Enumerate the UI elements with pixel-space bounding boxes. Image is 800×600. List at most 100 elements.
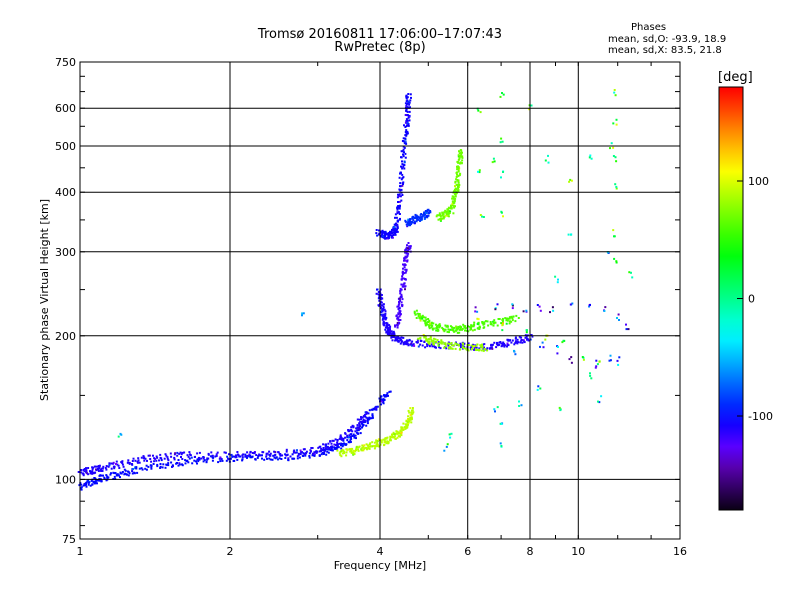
point-o-mode-upper — [92, 472, 94, 474]
colorbar-tick-label: -100 — [748, 410, 773, 423]
point-x-mode-f1 — [432, 327, 435, 330]
point-x-mode-f1 — [435, 323, 437, 326]
point-x-mode-e-trace — [352, 453, 355, 456]
point-o-mode-f2 — [403, 167, 406, 170]
point-vertical-streaks — [493, 160, 496, 163]
point-o-mode-upper — [310, 450, 312, 453]
point-o-mode-f2 — [404, 126, 407, 128]
point-o-mode-f1-cusp — [496, 344, 499, 347]
point-o-mode-lower — [145, 468, 148, 471]
point-isolated — [630, 271, 632, 274]
point-x-mode-f1 — [494, 321, 496, 324]
point-x-mode-f2 — [457, 174, 460, 177]
point-o-mode-lower — [94, 481, 97, 484]
point-x-mode-e-trace — [385, 437, 388, 440]
point-vertical-streaks — [609, 147, 611, 150]
point-x-mode-f1 — [496, 324, 499, 327]
point-x-mode-f1 — [481, 322, 484, 325]
point-o-mode-lower — [268, 457, 271, 460]
point-o-mode-upper — [196, 452, 199, 455]
point-x-mode-f1 — [506, 317, 509, 320]
point-o-mode-lower — [162, 463, 165, 466]
point-o-mode-upper — [277, 451, 280, 454]
point-o-mode-upper — [128, 462, 131, 465]
point-o-mode-upper — [206, 457, 209, 460]
point-o-mode-upper — [159, 453, 162, 456]
point-o-mode-lower — [287, 457, 290, 460]
axis-ticks — [79, 62, 680, 539]
point-o-mode-upper — [362, 415, 365, 418]
point-o-mode-upper — [347, 429, 350, 431]
point-x-mode-f1 — [437, 324, 440, 327]
point-x-mode-f1-lower — [432, 340, 435, 342]
point-o-mode-lower — [388, 390, 391, 393]
point-o-mode-f2-inner — [423, 212, 426, 215]
point-x-mode-e-trace — [402, 422, 405, 425]
point-o-mode-upper — [87, 473, 90, 476]
point-x-mode-e-trace — [352, 452, 355, 454]
point-o-mode-upper — [85, 471, 88, 474]
point-o-mode-lower — [99, 474, 102, 477]
point-x-mode-f2 — [454, 195, 457, 198]
point-o-mode-upper — [358, 425, 361, 427]
point-o-mode-f1-cusp — [388, 324, 391, 327]
point-o-mode-upper — [82, 474, 85, 477]
point-o-mode-lower — [93, 480, 95, 483]
point-o-mode-f1-cusp — [504, 344, 506, 347]
point-oblique-returns — [536, 304, 539, 306]
point-o-mode-upper — [155, 455, 158, 458]
point-o-mode-f2 — [394, 216, 396, 219]
point-o-mode-f1-nose — [407, 249, 410, 252]
point-o-mode-lower — [131, 472, 134, 475]
point-o-mode-f1-cusp — [378, 296, 381, 299]
point-o-mode-f1-cusp — [507, 344, 510, 347]
point-o-mode-f1-cusp — [413, 344, 416, 347]
point-o-mode-f2 — [404, 137, 407, 140]
point-x-mode-f1 — [456, 331, 459, 334]
y-tick-label: 400 — [55, 186, 76, 199]
point-o-mode-upper — [94, 471, 97, 474]
point-o-mode-upper — [365, 412, 368, 415]
point-isolated — [537, 385, 540, 388]
point-o-mode-f2 — [401, 173, 404, 176]
point-o-mode-upper — [120, 461, 123, 464]
point-oblique-returns — [539, 345, 541, 348]
point-x-mode-f1-lower — [448, 343, 451, 345]
point-x-mode-e-trace — [363, 447, 366, 450]
colorbar-label: [deg] — [718, 70, 753, 85]
point-o-mode-f2 — [407, 100, 410, 103]
point-o-mode-f2 — [403, 146, 406, 149]
point-x-mode-f1 — [482, 323, 485, 326]
point-o-mode-upper — [238, 455, 241, 458]
point-o-mode-upper — [236, 453, 239, 456]
point-o-mode-lower — [256, 456, 259, 459]
point-o-mode-f2-inner — [422, 214, 425, 217]
point-x-mode-f1 — [472, 325, 475, 328]
point-isolated — [631, 276, 634, 279]
point-o-mode-lower — [176, 462, 178, 464]
point-x-mode-f2 — [460, 153, 463, 156]
point-x-mode-f1 — [452, 329, 455, 332]
point-o-mode-upper — [231, 455, 234, 458]
point-o-mode-lower — [349, 441, 352, 443]
point-x-mode-e-trace — [391, 435, 394, 438]
point-o-mode-lower — [371, 415, 374, 418]
x-tick-label: 10 — [571, 545, 585, 558]
point-o-mode-f1-nose — [406, 244, 408, 247]
point-o-mode-upper — [178, 452, 181, 455]
point-o-mode-f1-cusp — [392, 330, 395, 333]
point-o-mode-upper — [253, 452, 256, 455]
point-vertical-streaks — [547, 154, 549, 157]
point-x-mode-f1 — [425, 318, 428, 321]
point-x-mode-f2 — [447, 208, 450, 211]
point-o-mode-lower — [266, 452, 269, 455]
point-x-mode-f2 — [449, 210, 452, 213]
point-x-mode-e-trace — [410, 421, 413, 424]
point-o-mode-f2 — [400, 199, 403, 202]
point-o-mode-upper — [158, 459, 160, 462]
chart-subtitle: RwPretec (8p) — [334, 40, 426, 55]
point-x-mode-f2 — [459, 154, 462, 157]
point-x-mode-f1-lower — [443, 346, 446, 349]
point-o-mode-f2 — [406, 119, 409, 122]
point-o-mode-upper — [180, 456, 182, 458]
